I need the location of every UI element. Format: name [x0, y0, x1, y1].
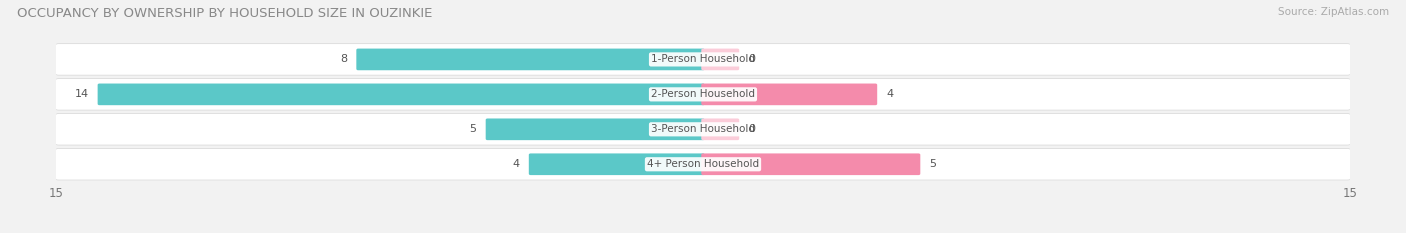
FancyBboxPatch shape [55, 113, 1351, 145]
Text: Source: ZipAtlas.com: Source: ZipAtlas.com [1278, 7, 1389, 17]
Text: 4+ Person Household: 4+ Person Household [647, 159, 759, 169]
Text: OCCUPANCY BY OWNERSHIP BY HOUSEHOLD SIZE IN OUZINKIE: OCCUPANCY BY OWNERSHIP BY HOUSEHOLD SIZE… [17, 7, 432, 20]
Text: 4: 4 [886, 89, 893, 99]
FancyBboxPatch shape [702, 154, 921, 175]
FancyBboxPatch shape [485, 118, 704, 140]
FancyBboxPatch shape [55, 79, 1351, 110]
FancyBboxPatch shape [55, 43, 1351, 75]
FancyBboxPatch shape [356, 49, 704, 70]
Text: 2-Person Household: 2-Person Household [651, 89, 755, 99]
FancyBboxPatch shape [55, 149, 1351, 180]
FancyBboxPatch shape [55, 114, 1351, 145]
FancyBboxPatch shape [529, 154, 704, 175]
Text: 1-Person Household: 1-Person Household [651, 55, 755, 64]
Text: 0: 0 [748, 124, 755, 134]
Text: 5: 5 [929, 159, 936, 169]
Text: 14: 14 [75, 89, 89, 99]
FancyBboxPatch shape [97, 84, 704, 105]
FancyBboxPatch shape [55, 148, 1351, 180]
Text: 8: 8 [340, 55, 347, 64]
Text: 3-Person Household: 3-Person Household [651, 124, 755, 134]
FancyBboxPatch shape [55, 78, 1351, 110]
FancyBboxPatch shape [702, 49, 740, 70]
Text: 4: 4 [513, 159, 520, 169]
FancyBboxPatch shape [702, 84, 877, 105]
Text: 0: 0 [748, 55, 755, 64]
FancyBboxPatch shape [55, 44, 1351, 75]
Text: 5: 5 [470, 124, 477, 134]
FancyBboxPatch shape [702, 118, 740, 140]
